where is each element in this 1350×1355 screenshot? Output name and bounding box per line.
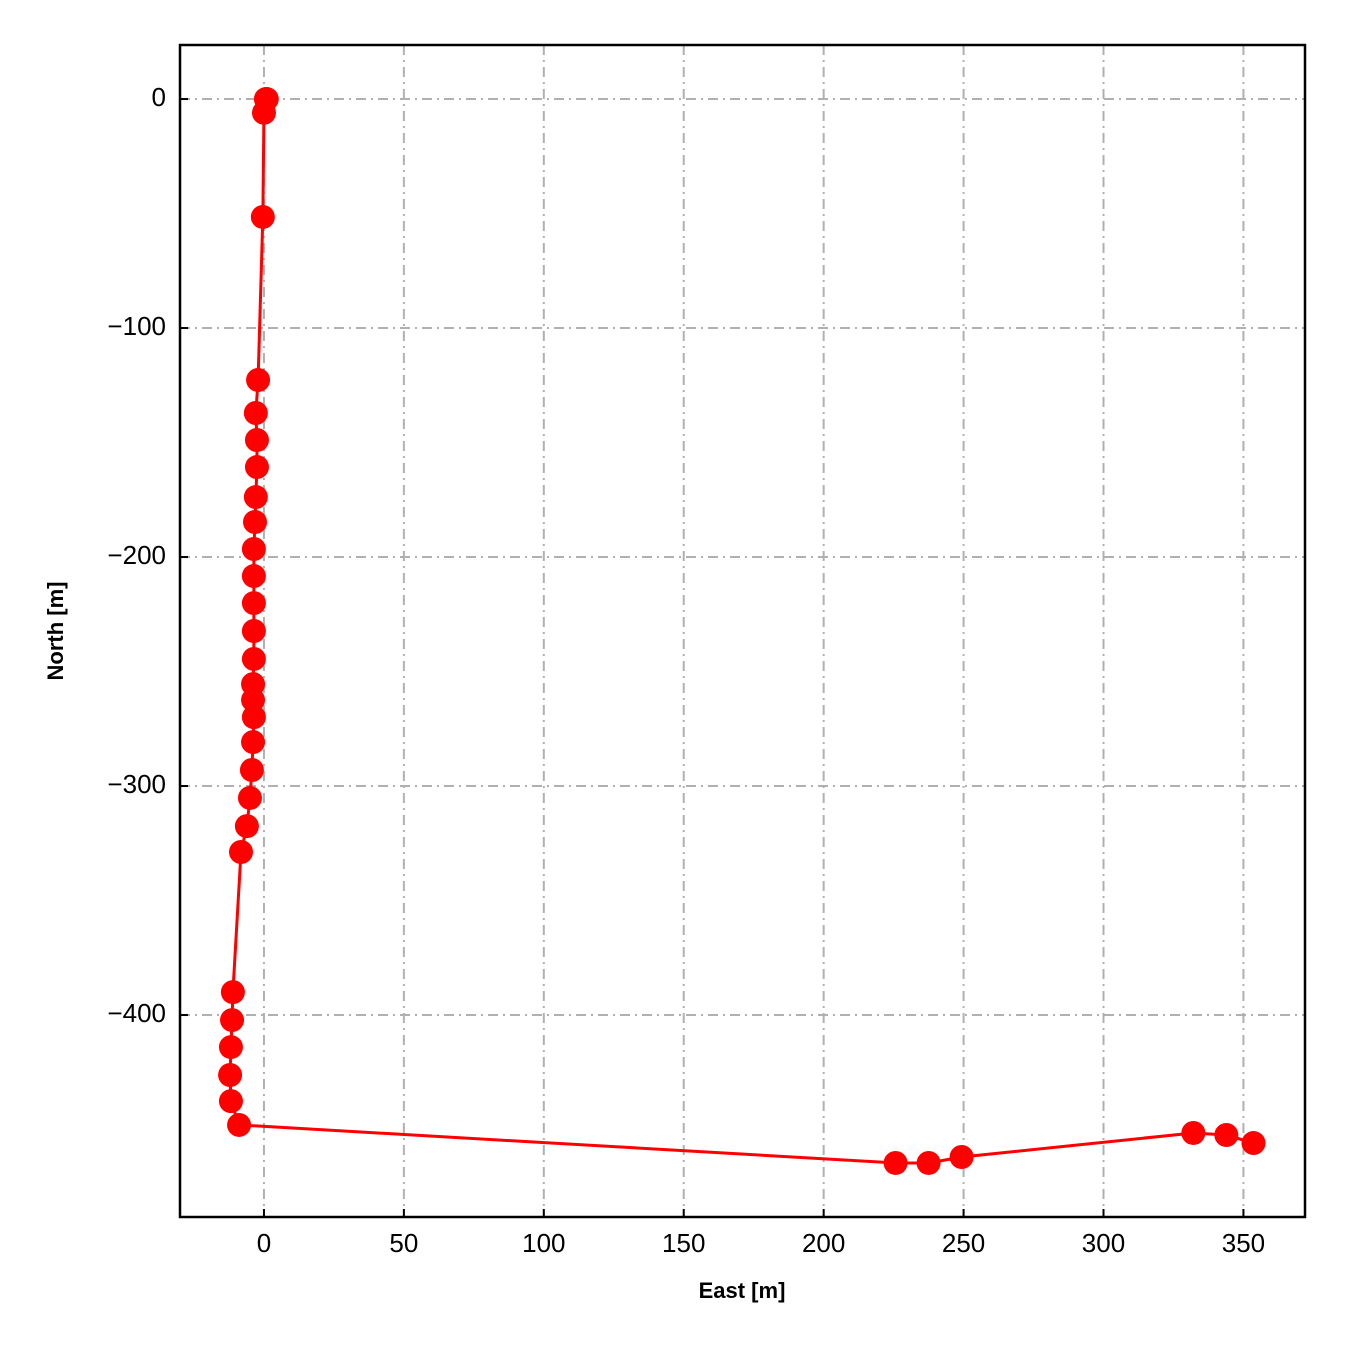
marker	[243, 400, 268, 425]
marker	[227, 1112, 252, 1137]
plot-frame	[178, 43, 1307, 1219]
marker	[250, 204, 275, 229]
marker	[218, 1035, 243, 1060]
marker	[220, 1008, 245, 1033]
marker	[1241, 1131, 1266, 1156]
line	[228, 97, 1254, 1165]
y-tick-label: −400	[107, 998, 166, 1028]
x-axis-label: East [m]	[699, 1278, 786, 1303]
marker	[1181, 1120, 1206, 1145]
x-tick-label: 0	[257, 1228, 271, 1258]
marker	[241, 537, 266, 562]
y-axis-label: North [m]	[43, 582, 68, 681]
marker	[241, 564, 266, 589]
marker	[243, 485, 268, 510]
marker	[244, 455, 269, 480]
marker	[246, 368, 271, 393]
marker	[218, 1063, 243, 1088]
x-tick-label: 350	[1222, 1228, 1265, 1258]
y-tick-label: −200	[107, 540, 166, 570]
marker	[239, 758, 264, 783]
marker	[241, 730, 266, 755]
x-tick-label: 150	[662, 1228, 705, 1258]
marker	[241, 646, 266, 671]
y-tick-label: 0	[152, 82, 166, 112]
marker	[1214, 1123, 1239, 1148]
marker	[251, 100, 276, 125]
x-tick-label: 250	[942, 1228, 985, 1258]
marker	[949, 1145, 974, 1170]
marker	[237, 785, 262, 810]
y-tick-label: −100	[107, 311, 166, 341]
marker	[218, 1089, 243, 1114]
marker	[241, 687, 266, 712]
marker	[220, 980, 245, 1005]
marker	[241, 705, 266, 730]
marker	[229, 839, 254, 864]
marker	[234, 814, 259, 839]
marker	[241, 591, 266, 616]
x-tick-label: 200	[802, 1228, 845, 1258]
marker	[883, 1150, 908, 1175]
x-tick-label: 300	[1082, 1228, 1125, 1258]
marker	[244, 428, 269, 453]
y-tick-label: −300	[107, 769, 166, 799]
marker	[916, 1150, 941, 1175]
x-tick-label: 100	[522, 1228, 565, 1258]
marker	[241, 619, 266, 643]
marker	[243, 509, 267, 534]
x-tick-label: 50	[389, 1228, 418, 1258]
